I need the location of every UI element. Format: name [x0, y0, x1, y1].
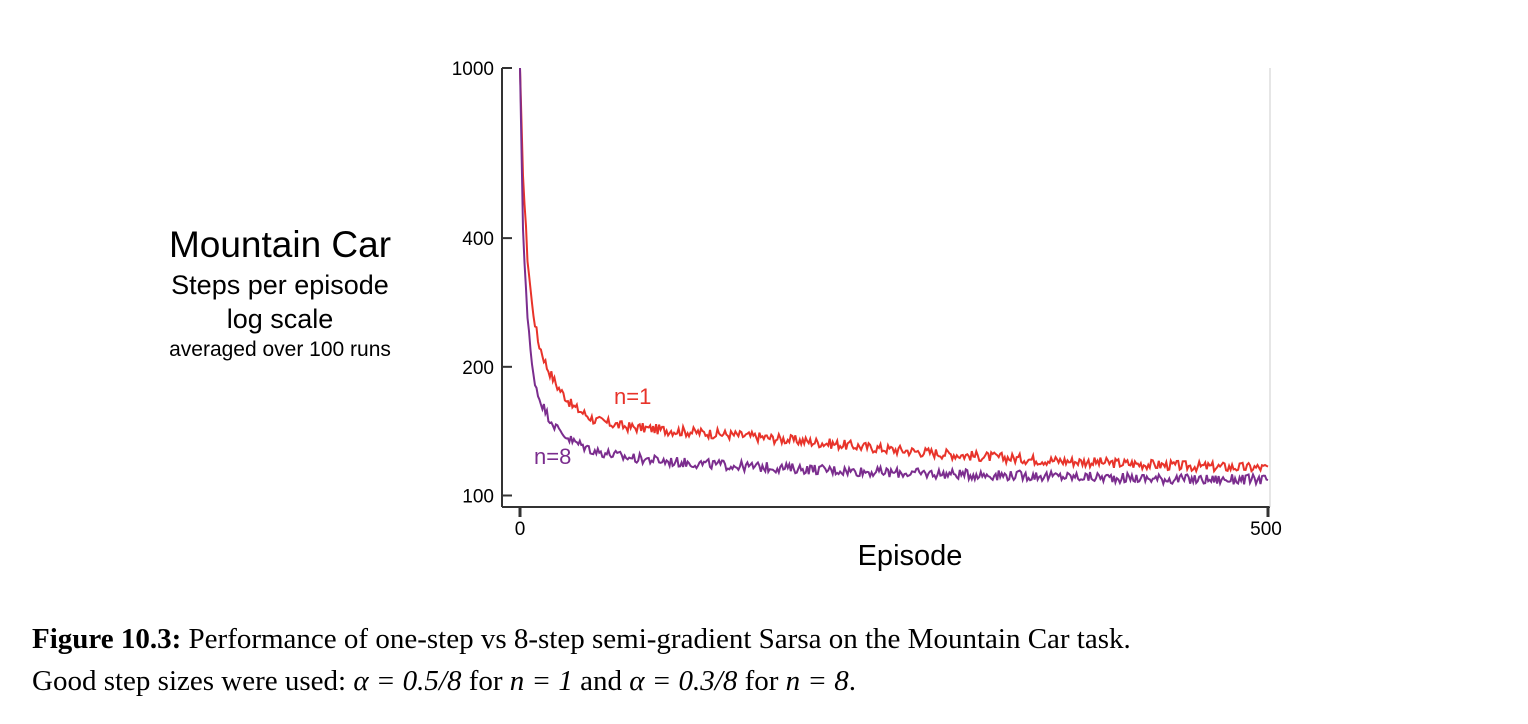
y-axis-label-line-1: Steps per episode [171, 270, 389, 300]
y-tick-label: 400 [462, 229, 494, 250]
series-layer [519, 67, 1269, 488]
figure-caption: Figure 10.3: Performance of one-step vs … [32, 618, 1512, 702]
labels-layer: Episode n=1 n=8 [534, 384, 962, 572]
caption-line1-text: Performance of one-step vs 8-step semi-g… [181, 623, 1131, 655]
caption-n2: n = 8 [785, 665, 849, 697]
chart-svg: 100 200 400 1000 0 500 Episode n=1 n=8 [452, 59, 1282, 572]
caption-alpha1: α = 0.5/8 [353, 665, 462, 697]
y-axis-label-line-2: log scale [226, 304, 334, 334]
caption-n1: n = 1 [509, 665, 573, 697]
caption-for2: for [737, 665, 786, 697]
caption-and: and [572, 665, 630, 697]
caption-line2-pre: Good step sizes were used: [32, 665, 354, 697]
caption-end: . [848, 665, 856, 697]
y-axis-label-line-3: averaged over 100 runs [169, 338, 391, 361]
y-tick-label: 1000 [452, 59, 494, 80]
y-tick-label: 200 [462, 358, 494, 379]
x-tick-label: 500 [1250, 519, 1282, 540]
series-line-n8 [519, 67, 1269, 488]
caption-for1: for [461, 665, 510, 697]
caption-line-2: Good step sizes were used: α = 0.5/8 for… [32, 660, 1512, 702]
y-tick-label: 100 [462, 487, 494, 508]
x-tick-label: 0 [515, 519, 526, 540]
chart-title: Mountain Car [168, 224, 392, 265]
series-label-n8: n=8 [534, 444, 571, 469]
series-line-n1 [519, 67, 1269, 474]
caption-alpha2: α = 0.3/8 [629, 665, 738, 697]
x-axis-label: Episode [858, 540, 963, 572]
caption-label: Figure 10.3: [32, 623, 182, 655]
axes: 100 200 400 1000 0 500 [452, 59, 1282, 540]
caption-line-1: Figure 10.3: Performance of one-step vs … [32, 618, 1512, 660]
series-label-n1: n=1 [614, 384, 651, 409]
y-axis-label-block: Mountain Car Steps per episode log scale… [100, 222, 460, 364]
